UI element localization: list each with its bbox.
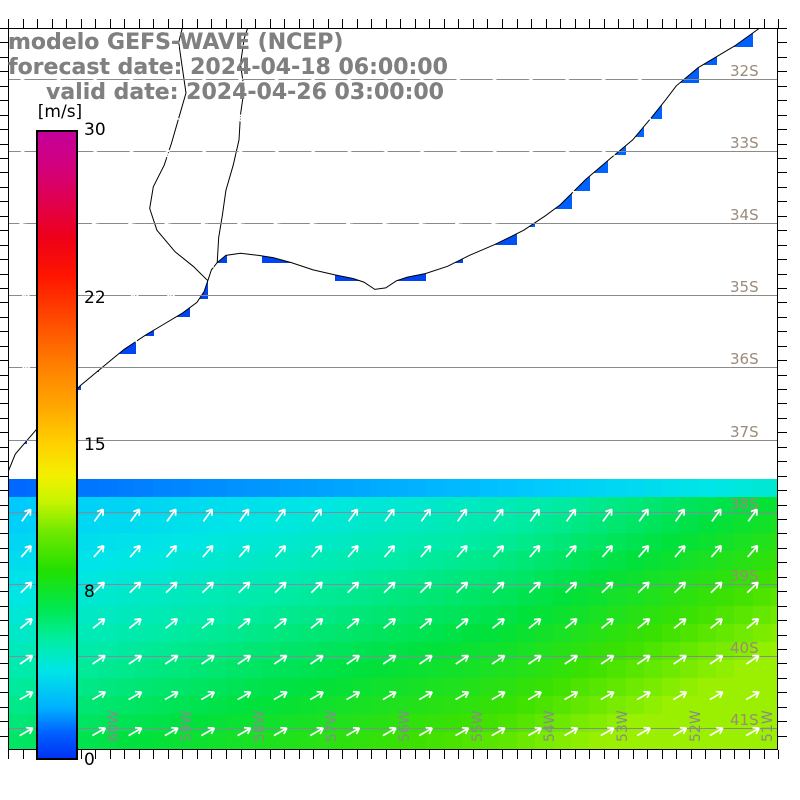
- colorbar-tick-label: 8: [84, 581, 95, 602]
- longitude-label: 55W: [469, 710, 486, 742]
- colorbar-unit-label: [m/s]: [30, 102, 90, 122]
- latitude-label: 38S: [730, 494, 759, 513]
- colorbar-tick-label: 0: [84, 750, 95, 770]
- colorbar-tick-label: 15: [84, 435, 106, 455]
- latitude-label: 40S: [730, 639, 759, 658]
- latitude-label: 37S: [730, 422, 759, 441]
- latitude-label: 33S: [730, 133, 759, 152]
- colorbar-tick-label: 22: [84, 288, 106, 309]
- colorbar-tick-labels: 30 22 15 8 0: [84, 120, 144, 770]
- colorbar: [m/s] 30 22 15 8 0: [30, 102, 106, 770]
- latitude-label: 34S: [730, 205, 759, 224]
- latitude-label: 36S: [730, 350, 759, 369]
- longitude-label: 53W: [614, 710, 631, 742]
- latitude-label: 35S: [730, 278, 759, 297]
- longitude-label: 51W: [760, 710, 777, 742]
- longitude-label: 52W: [687, 710, 704, 742]
- latitude-label: 41S: [730, 711, 759, 730]
- colorbar-tick-label: 30: [84, 120, 106, 140]
- longitude-label: 58W: [251, 710, 268, 742]
- longitude-label: 59W: [179, 710, 196, 742]
- map-plot-area[interactable]: [8, 28, 778, 750]
- latitude-label: 32S: [730, 61, 759, 80]
- longitude-label: 56W: [397, 710, 413, 742]
- longitude-label: 54W: [542, 710, 559, 742]
- latitude-label: 39S: [730, 566, 759, 585]
- longitude-label: 57W: [324, 710, 341, 742]
- colorbar-gradient: [36, 130, 78, 760]
